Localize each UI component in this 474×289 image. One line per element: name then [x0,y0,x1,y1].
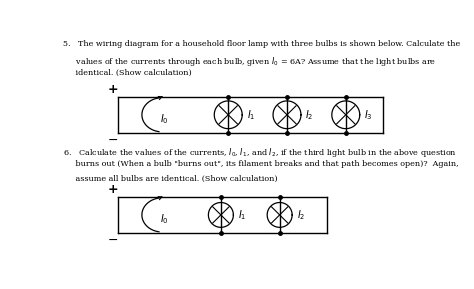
Text: $I_0$: $I_0$ [160,212,169,226]
Text: $I_3$: $I_3$ [364,108,373,122]
Text: $I_1$: $I_1$ [246,108,255,122]
Text: −: − [107,134,118,147]
Text: $I_0$: $I_0$ [160,112,169,126]
Text: +: + [107,183,118,196]
Text: $I_1$: $I_1$ [238,208,246,222]
Text: $I_2$: $I_2$ [297,208,305,222]
Text: +: + [107,83,118,96]
Text: −: − [107,234,118,247]
Text: $I_2$: $I_2$ [305,108,314,122]
Text: values of the currents through each bulb, given $I_0$ = 6A? Assume that the ligh: values of the currents through each bulb… [63,55,436,68]
Text: identical. (Show calculation): identical. (Show calculation) [63,69,191,77]
Text: 6.   Calculate the values of the currents, $I_0$, $I_1$, and $I_2$, if the third: 6. Calculate the values of the currents,… [63,146,457,159]
Text: burns out (When a bulb "burns out", its filament breaks and that path becomes op: burns out (When a bulb "burns out", its … [63,160,458,168]
Text: assume all bulbs are identical. (Show calculation): assume all bulbs are identical. (Show ca… [63,175,278,183]
Text: 5.   The wiring diagram for a household floor lamp with three bulbs is shown bel: 5. The wiring diagram for a household fl… [63,40,460,48]
